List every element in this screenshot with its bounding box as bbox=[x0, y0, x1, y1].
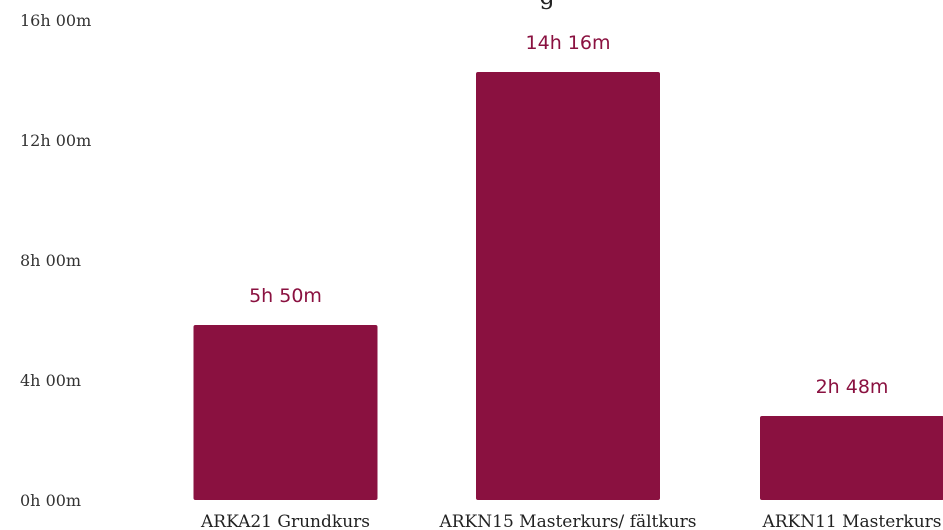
chart-title: g bbox=[539, 0, 554, 10]
x-tick-label: ARKN15 Masterkurs/ fältkurs bbox=[438, 512, 696, 530]
y-tick-label: 12h 00m bbox=[20, 131, 91, 150]
bar bbox=[476, 72, 660, 500]
y-tick-label: 8h 00m bbox=[20, 251, 81, 270]
x-tick-label: ARKN11 Masterkurs bbox=[761, 512, 941, 530]
y-tick-label: 16h 00m bbox=[20, 11, 91, 30]
data-labels: 5h 50m 14h 16m 2h 48m bbox=[249, 32, 888, 398]
data-label: 5h 50m bbox=[249, 285, 322, 307]
bars bbox=[193, 72, 943, 500]
x-tick-label: ARKA21 Grundkurs bbox=[200, 512, 370, 530]
y-tick-label: 4h 00m bbox=[20, 371, 81, 390]
bar bbox=[760, 416, 943, 500]
y-tick-label: 0h 00m bbox=[20, 491, 81, 510]
y-axis: 0h 00m 4h 00m 8h 00m 12h 00m 16h 00m bbox=[20, 11, 91, 510]
bar bbox=[193, 325, 378, 500]
data-label: 14h 16m bbox=[526, 32, 611, 54]
x-axis: ARKA21 Grundkurs ARKN15 Masterkurs/ fältk… bbox=[200, 512, 942, 530]
data-label: 2h 48m bbox=[816, 376, 889, 398]
